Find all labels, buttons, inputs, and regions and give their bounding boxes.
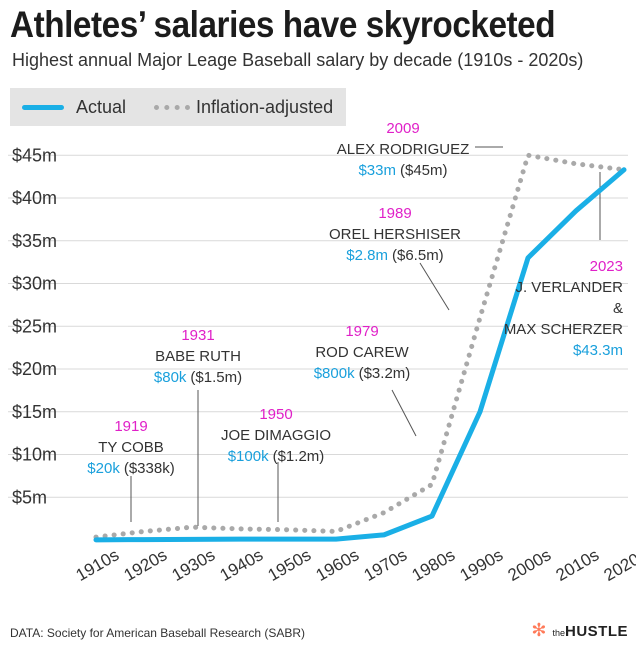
legend-inflation-label: Inflation-adjusted (196, 97, 334, 117)
y-tick-label: $40m (12, 188, 57, 208)
annotation-values: $80k ($1.5m) (154, 369, 242, 386)
data-source: DATA: Society for American Baseball Rese… (10, 626, 305, 640)
annotation-values: $2.8m ($6.5m) (346, 247, 443, 264)
annotation-adjusted-value: ($3.2m) (359, 365, 411, 382)
annotation-actual-value: $2.8m (346, 247, 388, 264)
annotation-name: OREL HERSHISER (329, 226, 461, 243)
x-tick-label: 1950s (265, 545, 315, 585)
y-tick-label: $45m (12, 145, 57, 165)
x-tick-label: 1930s (169, 545, 219, 585)
x-tick-label: 2010s (553, 545, 603, 585)
x-tick-label: 1910s (73, 545, 123, 585)
annotation-adjusted-value: ($338k) (124, 460, 175, 477)
annotation-actual-value: $100k (228, 448, 269, 465)
brand-the: the (552, 628, 565, 638)
chart-title: Athletes’ salaries have skyrocketed (10, 4, 556, 45)
annotation-name: JOE DIMAGGIO (221, 427, 331, 444)
y-tick-label: $10m (12, 445, 57, 465)
annotation-actual-value: $20k (87, 460, 120, 477)
annotation-values: $43.3m (573, 342, 623, 359)
annotation-values: $100k ($1.2m) (228, 448, 325, 465)
y-tick-label: $30m (12, 274, 57, 294)
annotation-adjusted-value: ($1.2m) (273, 448, 325, 465)
annotation-name: TY COBB (98, 439, 164, 456)
annotation-adjusted-value: ($1.5m) (190, 369, 242, 386)
annotation-year: 2023 (590, 258, 623, 275)
legend: Actual Inflation-adjusted (10, 88, 346, 126)
annotation-name-amp: & (613, 300, 623, 317)
y-tick-label: $35m (12, 231, 57, 251)
legend-inflation-swatch (154, 105, 190, 110)
brand-logo: ✻ theHUSTLE (531, 620, 628, 641)
y-tick-label: $20m (12, 359, 57, 379)
annotation-leader (419, 262, 450, 311)
annotation-values: $800k ($3.2m) (314, 365, 411, 382)
x-tick-label: 2000s (505, 545, 555, 585)
chart-subtitle: Highest annual Major Leage Baseball sala… (12, 50, 584, 70)
annotation-name: BABE RUTH (155, 348, 241, 365)
annotation-year: 1979 (345, 323, 378, 340)
legend-actual-label: Actual (76, 97, 127, 117)
annotation-actual-value: $80k (154, 369, 187, 386)
annotation-values: $20k ($338k) (87, 460, 174, 477)
annotation-actual-value: $800k (314, 365, 355, 382)
annotation-year: 1931 (181, 327, 214, 344)
hubspot-sprocket-icon: ✻ (531, 620, 547, 640)
annotation-name: ROD CAREW (315, 344, 409, 361)
x-tick-label: 1970s (361, 545, 411, 585)
x-tick-label: 1980s (409, 545, 459, 585)
y-tick-label: $15m (12, 402, 57, 422)
x-tick-label: 1920s (121, 545, 171, 585)
annotation-actual-value: $33m (358, 162, 396, 179)
annotation-name: ALEX RODRIGUEZ (337, 141, 470, 158)
annotation-name: J. VERLANDER (515, 279, 623, 296)
annotation-year: 1950 (259, 406, 292, 423)
annotation-actual-value: $43.3m (573, 342, 623, 359)
x-tick-label: 1990s (457, 545, 507, 585)
x-tick-label: 1960s (313, 545, 363, 585)
annotation-adjusted-value: ($45m) (400, 162, 448, 179)
annotation-name-2: MAX SCHERZER (504, 321, 623, 338)
legend-actual-swatch (22, 105, 64, 110)
brand-name: HUSTLE (565, 623, 628, 640)
x-tick-label: 2020s (601, 545, 636, 585)
annotation-year: 1919 (114, 418, 147, 435)
annotation-values: $33m ($45m) (358, 162, 447, 179)
annotation-adjusted-value: ($6.5m) (392, 247, 444, 264)
inflation-adjusted-line (93, 152, 627, 540)
annotation-leader (391, 389, 417, 437)
y-tick-label: $5m (12, 487, 47, 507)
x-tick-label: 1940s (217, 545, 267, 585)
annotation-year: 1989 (378, 205, 411, 222)
actual-line (93, 167, 627, 543)
y-tick-label: $25m (12, 316, 57, 336)
annotation-year: 2009 (386, 120, 419, 137)
